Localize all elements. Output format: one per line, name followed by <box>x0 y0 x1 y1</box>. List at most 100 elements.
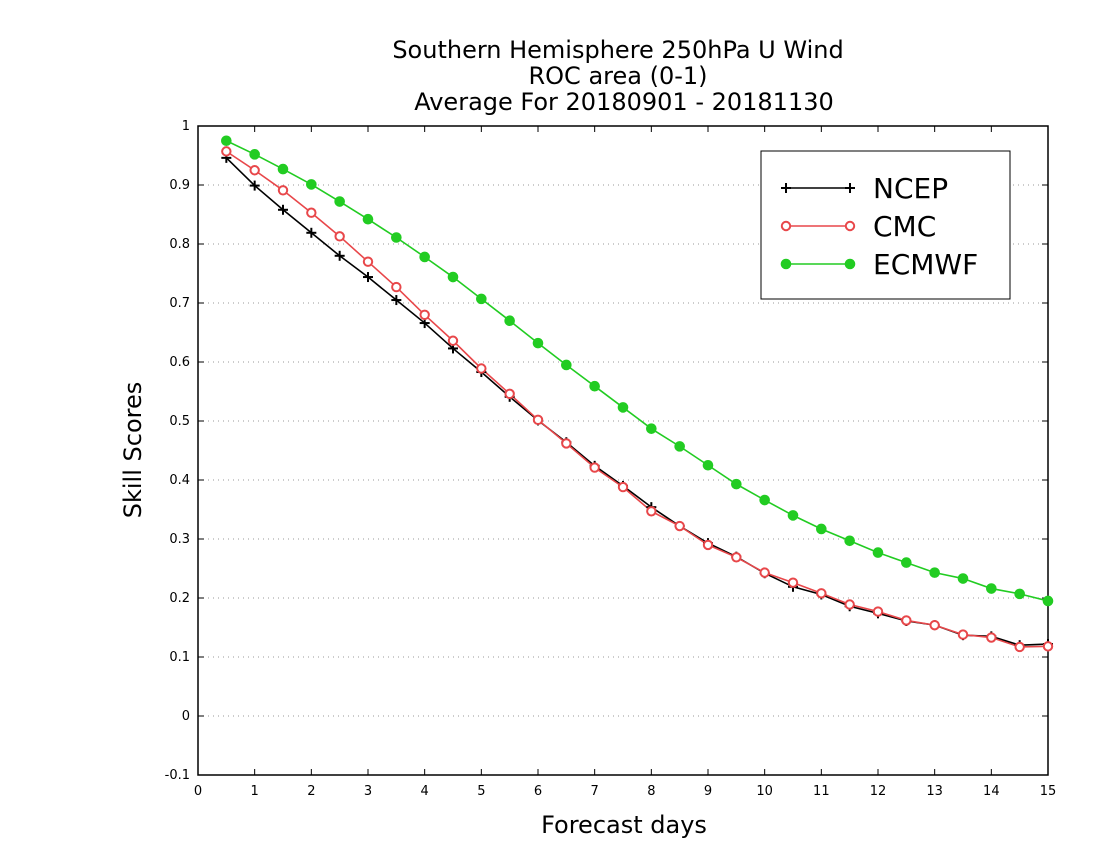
series-cmc-point-13 <box>589 462 600 473</box>
legend-marker-left-ncep <box>781 183 791 193</box>
y-tick-label-6: 0.5 <box>169 414 190 429</box>
chart-title-line-3: Average For 20180901 - 20181130 <box>414 88 834 116</box>
x-tick-label-5: 5 <box>477 784 485 799</box>
y-tick-label-11: 1 <box>182 119 190 134</box>
legend-marker-right-ncep <box>845 183 855 193</box>
series-cmc-point-6 <box>391 281 402 293</box>
y-tick-label-7: 0.6 <box>169 355 190 370</box>
series-ecmwf-point-9 <box>476 293 487 305</box>
series-ecmwf-point-2 <box>277 163 289 175</box>
series-cmc-point-21 <box>816 588 827 599</box>
series-cmc-point-28 <box>1014 641 1025 653</box>
series-ecmwf-point-27 <box>986 583 997 594</box>
legend-label-ncep: NCEP <box>873 172 948 205</box>
series-ncep-point-6 <box>391 295 402 306</box>
series-cmc-point-9 <box>476 363 487 374</box>
y-tick-label-8: 0.7 <box>169 296 190 311</box>
y-tick-label-3: 0.2 <box>169 591 190 606</box>
x-tick-label-10: 10 <box>756 784 773 799</box>
series-cmc-point-15 <box>646 506 657 517</box>
series-cmc-point-2 <box>277 185 289 196</box>
series-ncep-point-1 <box>249 180 260 191</box>
series-ecmwf-point-3 <box>306 179 317 190</box>
legend-label-ecmwf: ECMWF <box>873 248 978 281</box>
series-ecmwf-point-23 <box>872 547 884 558</box>
series-cmc-point-29 <box>1042 641 1054 652</box>
x-tick-label-9: 9 <box>704 784 712 799</box>
series-cmc-point-19 <box>759 567 770 578</box>
series-ecmwf-point-1 <box>249 149 260 160</box>
series-cmc-point-18 <box>731 552 742 563</box>
legend-marker-left-ecmwf <box>780 258 792 270</box>
series-ncep-point-5 <box>363 272 373 283</box>
series-cmc-point-14 <box>617 481 629 493</box>
series-layer <box>221 135 1054 653</box>
y-tick-label-10: 0.9 <box>169 178 190 193</box>
series-cmc-point-26 <box>957 629 969 640</box>
y-tick-label-1: 0 <box>182 709 190 724</box>
chart-title-line-1: Southern Hemisphere 250hPa U Wind <box>392 36 843 64</box>
series-ecmwf-point-16 <box>674 441 685 452</box>
x-tick-label-4: 4 <box>421 784 429 799</box>
series-ecmwf-markers <box>221 135 1054 607</box>
series-ecmwf-point-25 <box>929 567 940 578</box>
x-tick-label-11: 11 <box>813 784 830 799</box>
series-ecmwf-point-17 <box>702 459 714 471</box>
series-ecmwf-point-10 <box>504 315 515 327</box>
series-ecmwf-point-5 <box>362 213 374 225</box>
series-cmc-point-7 <box>419 309 430 320</box>
y-tick-label-0: -0.1 <box>165 768 190 783</box>
x-tick-label-8: 8 <box>647 784 655 799</box>
series-cmc-point-25 <box>929 619 940 631</box>
series-cmc-point-24 <box>901 615 912 626</box>
x-tick-label-3: 3 <box>364 784 372 799</box>
series-ecmwf-point-15 <box>646 423 657 434</box>
series-cmc-point-12 <box>561 438 572 449</box>
grid <box>198 184 1048 717</box>
series-cmc-point-11 <box>532 414 544 426</box>
series-cmc-point-0 <box>221 146 232 157</box>
legend-marker-right-cmc <box>844 220 856 232</box>
legend: NCEP CMC ECMWF <box>760 150 1011 300</box>
y-tick-label-4: 0.3 <box>169 532 190 547</box>
series-ecmwf-point-28 <box>1014 588 1025 600</box>
x-tick-label-0: 0 <box>194 784 202 799</box>
axis-ticks: -0.100.10.20.30.40.50.60.70.80.910 1 2 3 4 5 6… <box>165 119 1057 799</box>
y-tick-label-9: 0.8 <box>169 237 190 252</box>
series-cmc-point-1 <box>249 165 260 176</box>
series-cmc-point-23 <box>872 606 884 617</box>
series-ecmwf-point-22 <box>844 535 855 547</box>
legend-label-cmc: CMC <box>873 210 936 243</box>
series-ecmwf-point-24 <box>901 557 912 568</box>
legend-box <box>760 150 1011 300</box>
series-ecmwf-point-0 <box>221 135 232 147</box>
y-tick-label-2: 0.1 <box>169 650 190 665</box>
series-ecmwf-point-7 <box>419 251 430 263</box>
series-ecmwf-point-19 <box>759 494 770 506</box>
chart-title: Southern Hemisphere 250hPa U Wind ROC ar… <box>392 36 843 116</box>
series-ncep-point-2 <box>278 204 288 215</box>
x-tick-label-13: 13 <box>926 784 943 799</box>
x-axis-label: Forecast days <box>541 811 707 839</box>
series-ecmwf-point-20 <box>787 510 799 521</box>
series-cmc-point-3 <box>306 207 317 218</box>
series-ecmwf-point-21 <box>816 523 827 535</box>
series-ecmwf-point-4 <box>334 196 345 207</box>
series-ecmwf-point-11 <box>532 337 544 349</box>
x-tick-label-12: 12 <box>870 784 887 799</box>
x-tick-label-2: 2 <box>307 784 315 799</box>
series-ecmwf-point-13 <box>589 380 600 392</box>
series-cmc-point-27 <box>986 632 997 643</box>
series-cmc-point-5 <box>362 256 374 267</box>
series-cmc-markers <box>221 146 1054 653</box>
series-cmc-point-22 <box>844 599 855 610</box>
series-cmc-point-17 <box>702 539 714 551</box>
series-ecmwf-point-18 <box>731 478 742 490</box>
series-cmc-point-10 <box>504 388 515 400</box>
y-axis-label: Skill Scores <box>119 382 147 519</box>
series-cmc-point-4 <box>334 231 345 242</box>
series-cmc-point-8 <box>447 335 459 346</box>
series-ecmwf-point-6 <box>391 232 402 243</box>
series-ncep-point-3 <box>306 227 317 238</box>
